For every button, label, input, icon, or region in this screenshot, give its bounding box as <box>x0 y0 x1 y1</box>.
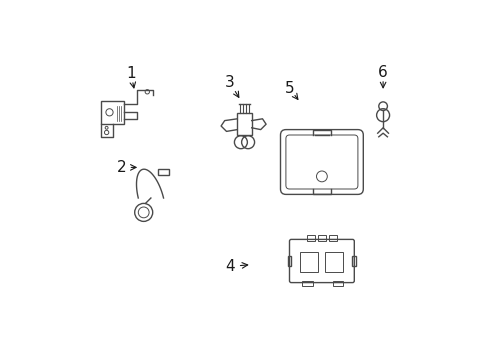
Text: 4: 4 <box>225 259 234 274</box>
Text: 5: 5 <box>284 81 294 96</box>
Text: 3: 3 <box>225 75 235 90</box>
Text: 1: 1 <box>126 66 136 81</box>
Text: 2: 2 <box>117 160 127 175</box>
Text: 6: 6 <box>377 64 387 80</box>
